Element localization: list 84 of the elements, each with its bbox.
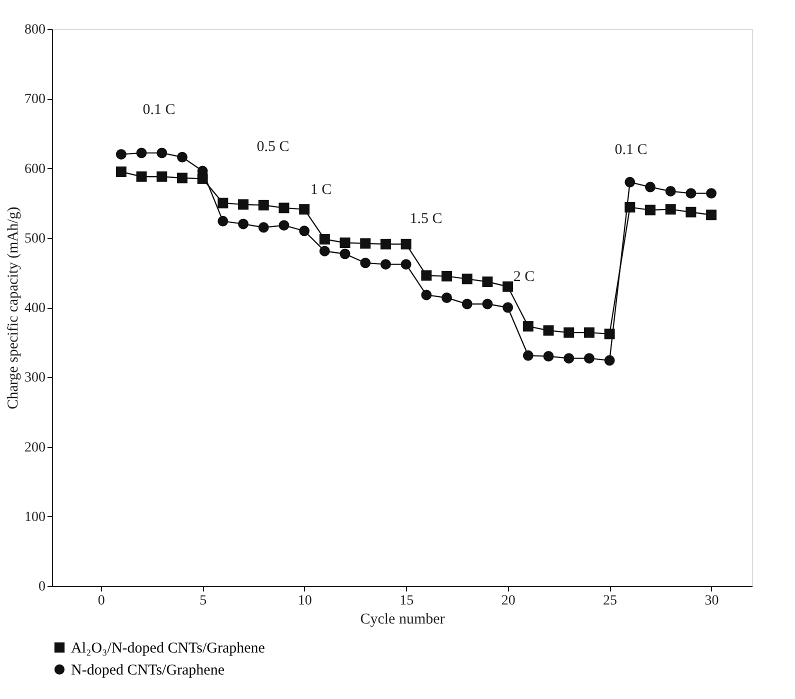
point (218, 198, 228, 208)
x-tick-label: 5 (200, 594, 207, 608)
point (176, 152, 188, 162)
point (258, 222, 269, 233)
point (543, 351, 554, 362)
point (340, 248, 350, 260)
point (502, 281, 514, 292)
point (502, 302, 514, 313)
point (278, 220, 290, 231)
x-tick-label: 30 (704, 594, 719, 608)
x-tick-label: 15 (400, 594, 414, 608)
point (299, 204, 310, 215)
y-tick-label: 500 (24, 231, 46, 246)
point (645, 182, 656, 192)
point (686, 188, 696, 199)
point (442, 292, 452, 303)
x-tick-label: 20 (501, 594, 516, 608)
point (380, 259, 391, 270)
point (156, 148, 168, 158)
x-tick-label: 0 (98, 594, 105, 608)
x-tick-label: 25 (603, 594, 618, 608)
point (218, 216, 228, 226)
y-tick-label: 400 (24, 301, 46, 316)
point (706, 188, 717, 199)
point (380, 238, 391, 250)
point (238, 218, 249, 230)
point (462, 274, 472, 284)
legend-label: Al₂O₃/N-doped CNTs/Graphene (71, 640, 266, 656)
point (442, 270, 452, 282)
y-axis-title: Charge specific capacity (mAh/g) (6, 206, 22, 410)
annotation: 2 C (513, 269, 535, 285)
y-tick-label: 300 (24, 370, 46, 386)
point (624, 202, 636, 212)
y-tick-label: 700 (24, 92, 46, 108)
point (665, 186, 676, 196)
point (421, 290, 432, 300)
point (706, 210, 717, 220)
legend-label: N-doped CNTs/Graphene (71, 662, 225, 678)
point (584, 327, 594, 338)
annotation: 1 C (310, 182, 332, 198)
point (604, 328, 615, 340)
point (360, 258, 371, 268)
point (116, 149, 126, 160)
point (584, 353, 594, 364)
y-tick-label: 200 (24, 440, 46, 456)
point (136, 148, 147, 158)
y-tick-label: 0 (38, 580, 46, 594)
x-tick-label: 10 (298, 594, 312, 608)
point (238, 199, 249, 210)
point (299, 226, 310, 236)
y-tick-label: 800 (24, 22, 46, 38)
point (522, 321, 534, 332)
point (400, 259, 412, 270)
point (665, 204, 676, 215)
annotation: 0.5 C (256, 139, 290, 155)
annotation: 0.1 C (614, 142, 648, 158)
point (604, 355, 615, 366)
point (645, 204, 656, 216)
point (360, 238, 371, 249)
x-axis-title: Cycle number (360, 612, 445, 628)
point (156, 171, 168, 182)
point (116, 166, 126, 177)
point (482, 276, 493, 287)
point (624, 176, 636, 188)
point (176, 172, 188, 184)
point (319, 234, 330, 245)
point (400, 238, 412, 250)
point (136, 171, 147, 182)
point (522, 350, 534, 361)
point (258, 200, 269, 210)
point (686, 206, 696, 218)
point (319, 246, 330, 256)
point (278, 202, 290, 214)
point (421, 270, 432, 281)
annotation: 0.1 C (142, 102, 176, 118)
y-tick-label: 600 (24, 162, 46, 177)
point (462, 298, 472, 310)
point (340, 238, 350, 248)
point (543, 325, 554, 336)
point (564, 353, 574, 364)
point (482, 298, 493, 310)
y-tick-label: 100 (24, 510, 46, 525)
annotation: 1.5 C (410, 211, 442, 227)
point (564, 327, 574, 338)
